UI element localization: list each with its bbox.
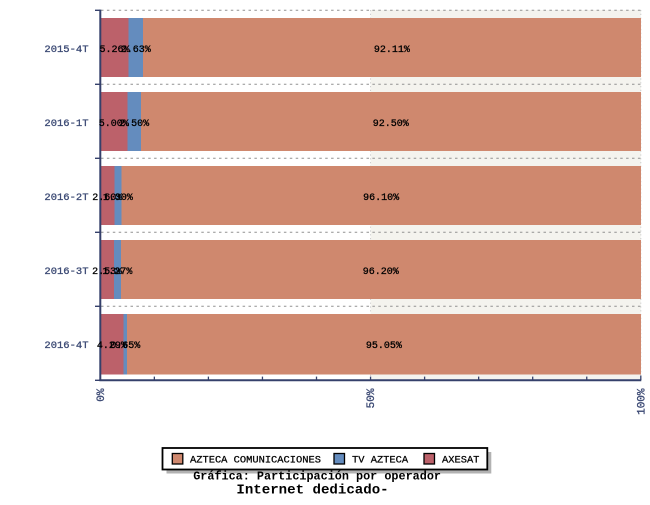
svg-text:2016-3T: 2016-3T <box>44 266 88 278</box>
svg-text:92.11%: 92.11% <box>374 45 410 56</box>
svg-text:2.53%: 2.53% <box>92 267 122 278</box>
svg-text:2016-2T: 2016-2T <box>44 192 88 204</box>
svg-text:2.63%: 2.63% <box>121 45 151 56</box>
svg-text:4.29%: 4.29% <box>97 341 127 352</box>
svg-text:AXESAT: AXESAT <box>442 455 479 467</box>
svg-text:2.50%: 2.50% <box>119 119 149 130</box>
svg-text:5.26%: 5.26% <box>99 45 129 56</box>
svg-text:TV AZTECA: TV AZTECA <box>352 455 409 467</box>
svg-text:95.05%: 95.05% <box>366 341 402 352</box>
svg-text:AZTECA COMUNICACIONES: AZTECA COMUNICACIONES <box>190 455 321 467</box>
svg-text:92.50%: 92.50% <box>373 119 409 130</box>
svg-text:96.20%: 96.20% <box>363 267 399 278</box>
svg-text:Internet dedicado-: Internet dedicado- <box>236 483 388 499</box>
svg-text:0.65%: 0.65% <box>110 341 140 352</box>
svg-text:2015-4T: 2015-4T <box>44 44 88 56</box>
svg-text:5.00%: 5.00% <box>99 119 129 130</box>
svg-text:0%: 0% <box>96 388 108 402</box>
svg-text:2016-4T: 2016-4T <box>44 340 88 352</box>
svg-text:2016-1T: 2016-1T <box>44 118 88 130</box>
svg-text:96.10%: 96.10% <box>363 193 399 204</box>
svg-text:50%: 50% <box>366 388 378 408</box>
svg-text:Gráfica: Participación por ope: Gráfica: Participación por operador <box>193 469 441 483</box>
svg-text:2.60%: 2.60% <box>92 193 122 204</box>
svg-text:1.27%: 1.27% <box>102 267 132 278</box>
svg-text:1.30%: 1.30% <box>103 193 133 204</box>
svg-text:100%: 100% <box>636 388 648 415</box>
